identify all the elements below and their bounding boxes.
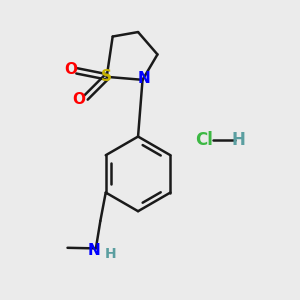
Text: Cl: Cl <box>195 130 213 148</box>
Text: O: O <box>64 62 77 77</box>
Text: H: H <box>104 247 116 261</box>
Text: O: O <box>73 92 86 107</box>
Text: S: S <box>100 69 112 84</box>
Text: N: N <box>137 71 150 86</box>
Text: H: H <box>231 130 245 148</box>
Text: N: N <box>88 243 101 258</box>
